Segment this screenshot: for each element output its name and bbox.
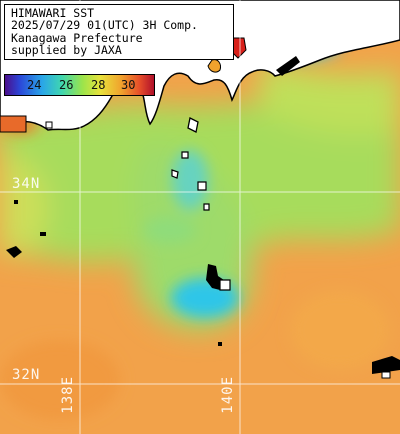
island-kozushima [197,181,207,191]
title-datetime: 2025/07/29 01(UTC) 3H Comp. [11,18,198,33]
mid-spot [144,216,196,244]
coast-detail [276,56,300,76]
no-data-speck [14,200,18,204]
no-data-speck [372,356,400,374]
yellow-water-west [0,150,48,253]
lat-label-34n: 34N [12,176,41,192]
warm-spot-southeast [290,290,390,370]
scale-label-30: 30 [121,78,136,92]
lon-label-140e: 140E [220,376,236,414]
title-box: HIMAWARI SST 2025/07/29 01(UTC) 3H Comp.… [4,4,234,60]
title-region: Kanagawa Prefecture [11,30,143,45]
island-niijima [171,169,179,179]
title-product: HIMAWARI SST [11,6,95,20]
scale-label-24: 24 [27,78,42,92]
warm-inlet [207,59,221,73]
warm-harbor [0,115,27,133]
scale-label-26: 26 [59,78,74,92]
cool-water-north [172,150,208,210]
scale-label-28: 28 [91,78,106,92]
color-scale-bar [5,75,154,95]
lon-label-138e: 138E [60,376,76,414]
island-aogashima [218,342,222,346]
no-data-speck [6,246,22,258]
lat-label-32n: 32N [12,367,41,383]
title-supplier: supplied by JAXA [11,43,122,58]
no-data-speck [40,232,46,236]
island-toshima [181,151,189,159]
island-hachijo-kojima [219,279,231,291]
island-miyake [203,203,210,211]
color-scale-legend: 24 26 28 30 [4,74,155,96]
island-west [45,121,53,129]
warm-spot-southwest [0,340,120,420]
mid-water-east [260,60,400,134]
island-southeast [381,371,391,379]
island-oshima [187,117,199,133]
